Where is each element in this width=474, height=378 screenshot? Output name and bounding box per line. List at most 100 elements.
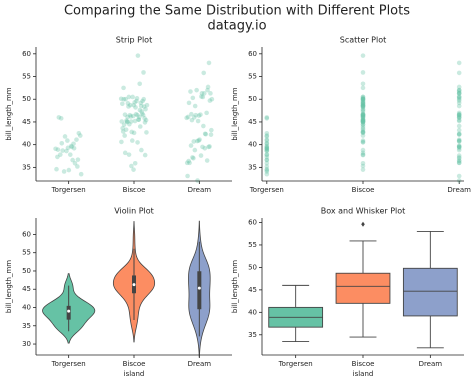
scatter-point bbox=[264, 138, 270, 143]
strip-point bbox=[119, 119, 125, 124]
strip-point bbox=[184, 115, 189, 121]
strip-point bbox=[130, 113, 136, 119]
strip-point bbox=[138, 100, 144, 106]
scatter-point bbox=[264, 164, 270, 169]
scatter-point bbox=[360, 130, 366, 135]
strip-point bbox=[191, 155, 196, 161]
strip-point bbox=[141, 104, 147, 109]
scatter-point bbox=[456, 132, 462, 137]
strip-point bbox=[192, 147, 198, 153]
strip-point bbox=[204, 158, 210, 163]
scatter-point bbox=[360, 160, 366, 166]
scatter-point bbox=[456, 158, 462, 163]
panel-title: Violin Plot bbox=[114, 207, 154, 216]
scatter-point bbox=[360, 100, 366, 106]
strip-point bbox=[206, 144, 211, 150]
scatter-point bbox=[360, 138, 366, 143]
strip-point bbox=[208, 91, 213, 96]
strip-point bbox=[74, 137, 79, 142]
strip-point bbox=[53, 146, 58, 152]
scatter-point bbox=[456, 95, 462, 101]
scatter-point bbox=[360, 119, 366, 124]
strip-point bbox=[129, 138, 135, 143]
scatter-point bbox=[264, 154, 270, 160]
scatter-point bbox=[360, 102, 366, 108]
scatter-point bbox=[264, 116, 270, 121]
strip-point bbox=[69, 144, 75, 150]
scatter-point bbox=[264, 146, 270, 152]
scatter-point bbox=[360, 114, 366, 120]
strip-point bbox=[137, 124, 143, 129]
scatter-point bbox=[360, 118, 366, 123]
strip-point bbox=[137, 114, 142, 120]
box bbox=[402, 267, 458, 317]
scatter-point bbox=[360, 129, 366, 135]
scatter-point bbox=[456, 87, 462, 93]
strip-point bbox=[119, 139, 124, 145]
scatter-point bbox=[456, 98, 462, 103]
strip-point bbox=[132, 100, 137, 105]
strip-point bbox=[203, 131, 209, 137]
scatter-point bbox=[456, 60, 462, 66]
scatter-point bbox=[456, 160, 462, 166]
strip-point bbox=[139, 111, 145, 117]
scatter-point bbox=[456, 144, 462, 149]
strip-point bbox=[75, 157, 81, 162]
strip-point bbox=[189, 117, 195, 123]
strip-point bbox=[120, 129, 126, 134]
y-tick-label: 35 bbox=[248, 331, 257, 339]
strip-point bbox=[60, 148, 65, 153]
scatter-point bbox=[264, 137, 270, 142]
scatter-point bbox=[360, 107, 366, 113]
scatter-point bbox=[264, 148, 270, 154]
strip-point bbox=[201, 123, 206, 129]
scatter-point bbox=[264, 140, 270, 146]
scatter-point bbox=[360, 150, 366, 156]
scatter-point bbox=[456, 91, 462, 96]
strip-point bbox=[190, 155, 195, 160]
strip-point bbox=[191, 139, 197, 144]
scatter-point bbox=[360, 96, 366, 102]
strip-point bbox=[192, 103, 198, 109]
scatter-point bbox=[264, 166, 270, 172]
strip-point bbox=[188, 143, 194, 148]
x-axis-label: island bbox=[353, 370, 374, 378]
y-axis-label: bill_length_mm bbox=[231, 260, 239, 313]
scatter-point bbox=[456, 87, 462, 93]
scatter-point bbox=[456, 131, 462, 137]
scatter-point bbox=[360, 167, 366, 172]
strip-point bbox=[122, 133, 127, 138]
strip-point bbox=[209, 127, 214, 133]
strip-point bbox=[189, 111, 194, 117]
x-tick-label: Dream bbox=[188, 360, 212, 368]
strip-point bbox=[133, 105, 138, 110]
strip-point bbox=[127, 121, 132, 127]
strip-point bbox=[129, 129, 135, 135]
strip-point bbox=[184, 160, 190, 166]
violin-median bbox=[132, 283, 136, 287]
scatter-point bbox=[360, 53, 366, 58]
scatter-point bbox=[264, 169, 270, 174]
scatter-point bbox=[360, 111, 366, 117]
strip-point bbox=[141, 70, 146, 75]
violin-median bbox=[197, 286, 201, 290]
strip-point bbox=[191, 115, 197, 120]
strip-point bbox=[126, 94, 132, 100]
scatter-point bbox=[264, 147, 270, 152]
scatter-point bbox=[360, 70, 366, 75]
y-tick-label: 60 bbox=[248, 218, 257, 226]
y-tick-label: 60 bbox=[22, 230, 31, 238]
strip-point bbox=[137, 107, 143, 113]
y-tick-label: 50 bbox=[248, 263, 257, 271]
strip-point bbox=[71, 141, 76, 147]
y-axis-label: bill_length_mm bbox=[5, 87, 13, 140]
scatter-point bbox=[264, 157, 270, 163]
strip-point bbox=[118, 96, 124, 102]
scatter-point bbox=[456, 155, 462, 161]
strip-point bbox=[194, 87, 199, 93]
scatter-point bbox=[360, 114, 366, 120]
strip-point bbox=[187, 160, 192, 166]
strip-point bbox=[144, 130, 149, 135]
strip-point bbox=[142, 152, 148, 158]
x-tick-label: Dream bbox=[419, 360, 443, 368]
